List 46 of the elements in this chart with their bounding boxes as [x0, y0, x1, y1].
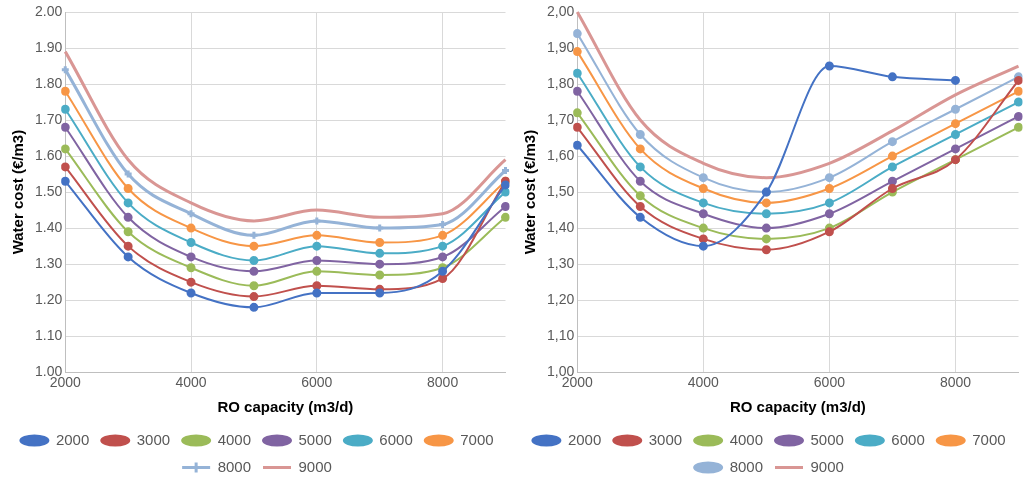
legend-label: 8000 [217, 457, 252, 475]
x-tick-label: 4000 [175, 374, 207, 391]
legend-label: 9000 [810, 457, 844, 475]
x-axis-title: RO capacity (m3/d) [217, 398, 354, 416]
y-tick-label: 1,40 [547, 218, 575, 235]
y-tick-label: 1.60 [35, 146, 63, 163]
legend-label: 5000 [298, 430, 332, 448]
y-tick-label: 1.70 [35, 110, 63, 127]
x-tick-label: 8000 [939, 374, 972, 391]
y-tick-label: 1,30 [547, 255, 575, 271]
legend-label: 7000 [972, 430, 1006, 448]
legend-label: 6000 [891, 430, 925, 448]
y-tick-label: 2.00 [35, 2, 63, 19]
legend-label: 3000 [648, 430, 683, 448]
y-tick-label: 1,10 [547, 327, 575, 344]
y-tick-label: 1,20 [547, 291, 575, 308]
x-tick-label: 4000 [687, 374, 720, 391]
y-tick-label: 1,80 [547, 74, 575, 91]
y-tick-label: 1,90 [547, 38, 575, 55]
y-tick-label: 1,70 [547, 110, 575, 127]
y-axis-title: Water cost (€/m3) [9, 129, 27, 255]
x-tick-label: 6000 [301, 374, 333, 391]
y-tick-label: 1,60 [547, 146, 575, 163]
x-axis-title: RO capacity (m3/d) [729, 398, 866, 416]
legend-label: 4000 [729, 430, 764, 448]
y-tick-label: 1.20 [35, 291, 63, 308]
y-tick-label: 1.30 [35, 255, 63, 271]
legend-label: 2000 [567, 430, 602, 448]
legend-label: 5000 [810, 430, 844, 448]
y-tick-label: 2,00 [547, 2, 575, 19]
x-tick-label: 6000 [813, 374, 846, 391]
legend-label: 8000 [729, 457, 764, 475]
y-tick-label: 1.40 [35, 218, 63, 235]
y-axis-title: Water cost (€/m3) [521, 129, 539, 255]
legend-label: 6000 [379, 430, 413, 448]
y-tick-label: 1.10 [35, 327, 63, 344]
legend-label: 7000 [460, 430, 494, 448]
y-tick-label: 1,50 [547, 182, 575, 199]
y-tick-label: 1.80 [35, 74, 63, 91]
x-tick-label: 8000 [427, 374, 459, 391]
legend-label: 9000 [298, 457, 332, 475]
y-tick-label: 1.90 [35, 38, 63, 55]
y-tick-label: 1.50 [35, 182, 63, 199]
legend-label: 2000 [55, 430, 90, 448]
legend-label: 3000 [136, 430, 171, 448]
legend-label: 4000 [217, 430, 252, 448]
